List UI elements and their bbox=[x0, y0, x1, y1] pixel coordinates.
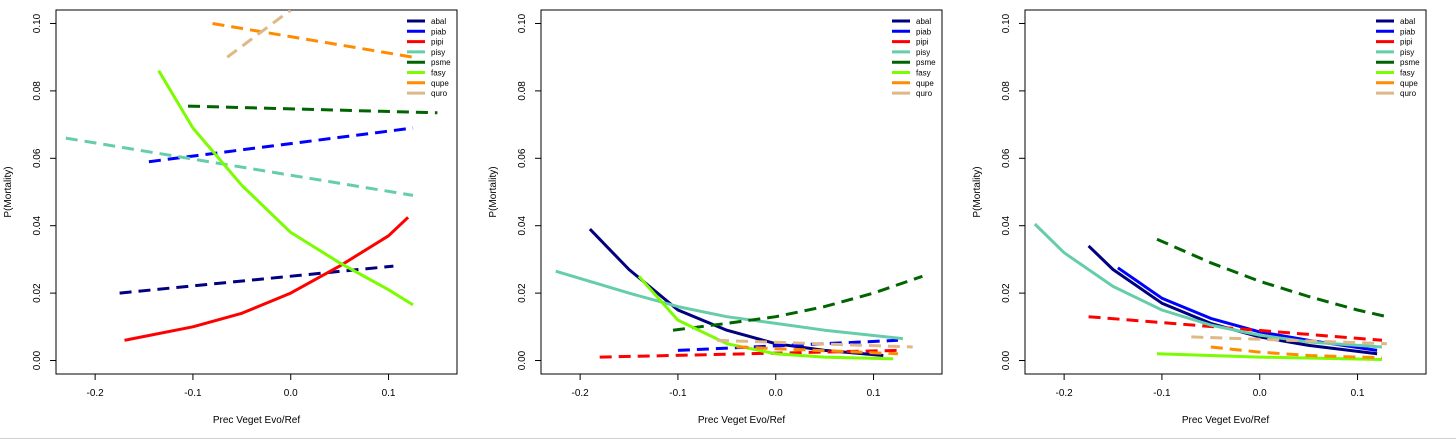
series-line-fasy bbox=[1156, 352, 1383, 361]
series-line-psme bbox=[1156, 237, 1388, 319]
x-axis-title: Prec Veget Evo/Ref bbox=[1182, 415, 1269, 426]
series-group bbox=[555, 228, 923, 361]
series-line-abal bbox=[588, 228, 884, 357]
legend-label-piab: piab bbox=[916, 27, 932, 36]
legend-label-pipi: pipi bbox=[916, 38, 929, 47]
y-tick-label: 0.02 bbox=[32, 283, 43, 303]
x-axis-title: Prec Veget Evo/Ref bbox=[213, 415, 300, 426]
y-tick-label: 0.08 bbox=[32, 81, 43, 101]
y-axis-title: P(Mortality) bbox=[972, 166, 983, 217]
series-line-pisy bbox=[65, 136, 414, 197]
y-tick-label: 0.00 bbox=[1001, 350, 1012, 370]
legend-label-piab: piab bbox=[1400, 27, 1416, 36]
legend-label-piab: piab bbox=[431, 27, 447, 36]
legend-label-psme: psme bbox=[431, 58, 451, 67]
x-tick-label: -0.2 bbox=[1056, 388, 1074, 399]
series-line-quro bbox=[1191, 335, 1387, 346]
legend-label-fasy: fasy bbox=[1400, 69, 1415, 78]
series-line-qupe bbox=[736, 345, 899, 356]
y-tick-label: 0.08 bbox=[517, 81, 528, 101]
legend-label-abal: abal bbox=[431, 17, 446, 26]
y-tick-label: 0.06 bbox=[1001, 148, 1012, 168]
x-tick-label: 0.0 bbox=[769, 388, 783, 399]
bottom-divider bbox=[0, 438, 1456, 439]
series-line-pisy bbox=[1033, 222, 1383, 349]
x-tick-label: 0.1 bbox=[1351, 388, 1365, 399]
x-tick-label: 0.0 bbox=[284, 388, 298, 399]
legend-label-qupe: qupe bbox=[916, 79, 934, 88]
series-line-fasy bbox=[157, 69, 414, 307]
chart-panel-3: -0.2 -0.1 0.0 0.1 0.00 0.02 0.04 0.06 0.08 0.10 Pr… bbox=[972, 9, 1427, 426]
legend-label-psme: psme bbox=[1400, 58, 1420, 67]
legend-label-abal: abal bbox=[1400, 17, 1415, 26]
legend-label-fasy: fasy bbox=[431, 69, 446, 78]
series-line-pipi bbox=[599, 348, 899, 359]
legend-label-pipi: pipi bbox=[1400, 38, 1413, 47]
y-tick-label: 0.04 bbox=[1001, 216, 1012, 236]
legend-label-fasy: fasy bbox=[916, 69, 931, 78]
x-tick-label: -0.1 bbox=[1153, 388, 1171, 399]
y-tick-label: 0.00 bbox=[517, 350, 528, 370]
x-tick-label: 0.1 bbox=[382, 388, 396, 399]
series-line-pipi bbox=[1088, 315, 1383, 342]
series-line-qupe bbox=[212, 22, 414, 59]
legend-label-qupe: qupe bbox=[1400, 79, 1418, 88]
y-tick-label: 0.04 bbox=[517, 216, 528, 236]
x-tick-label: -0.1 bbox=[184, 388, 202, 399]
plot-frame bbox=[540, 9, 943, 375]
y-tick-label: 0.06 bbox=[32, 148, 43, 168]
series-line-fasy bbox=[637, 275, 894, 361]
series-line-quro bbox=[226, 10, 292, 59]
legend-label-quro: quro bbox=[1400, 89, 1417, 98]
chart-panel-1: -0.2 -0.1 0.0 0.1 0.00 0.02 0.04 0.06 0.08 0.10 Pr… bbox=[3, 9, 458, 426]
legend-label-psme: psme bbox=[916, 58, 936, 67]
series-group bbox=[1033, 222, 1388, 361]
plot-frame bbox=[1024, 9, 1427, 375]
y-tick-label: 0.08 bbox=[1001, 81, 1012, 101]
series-line-psme bbox=[187, 104, 438, 115]
y-tick-label: 0.10 bbox=[32, 13, 43, 33]
legend-label-pisy: pisy bbox=[1400, 48, 1414, 57]
x-axis-title: Prec Veget Evo/Ref bbox=[698, 415, 785, 426]
legend-label-abal: abal bbox=[916, 17, 931, 26]
legend-label-pisy: pisy bbox=[431, 48, 445, 57]
y-tick-label: 0.10 bbox=[1001, 13, 1012, 33]
x-tick-label: -0.2 bbox=[572, 388, 590, 399]
chart-panel-2: -0.2 -0.1 0.0 0.1 0.00 0.02 0.04 0.06 0.08 0.10 Pr… bbox=[488, 9, 943, 426]
legend-label-qupe: qupe bbox=[431, 79, 449, 88]
x-tick-label: 0.1 bbox=[867, 388, 881, 399]
series-group bbox=[65, 10, 438, 342]
series-line-pisy bbox=[555, 269, 904, 341]
series-line-psme bbox=[672, 274, 923, 332]
x-tick-label: -0.2 bbox=[87, 388, 105, 399]
series-line-qupe bbox=[1210, 345, 1383, 360]
series-line-abal bbox=[1087, 244, 1378, 356]
y-tick-label: 0.06 bbox=[517, 148, 528, 168]
y-tick-label: 0.02 bbox=[1001, 283, 1012, 303]
y-tick-label: 0.00 bbox=[32, 350, 43, 370]
series-line-piab bbox=[148, 126, 414, 164]
y-tick-label: 0.02 bbox=[517, 283, 528, 303]
x-tick-label: 0.0 bbox=[1253, 388, 1267, 399]
series-line-abal bbox=[119, 264, 394, 295]
legend-label-quro: quro bbox=[916, 89, 933, 98]
plot-frame bbox=[55, 9, 458, 375]
legend-label-quro: quro bbox=[431, 89, 448, 98]
y-tick-label: 0.04 bbox=[32, 216, 43, 236]
y-axis-title: P(Mortality) bbox=[3, 166, 14, 217]
y-tick-label: 0.10 bbox=[517, 13, 528, 33]
series-line-pipi bbox=[124, 216, 410, 342]
series-line-quro bbox=[716, 338, 913, 349]
y-axis-title: P(Mortality) bbox=[488, 166, 499, 217]
legend-label-pisy: pisy bbox=[916, 48, 930, 57]
x-tick-label: -0.1 bbox=[669, 388, 687, 399]
legend-label-pipi: pipi bbox=[431, 38, 444, 47]
